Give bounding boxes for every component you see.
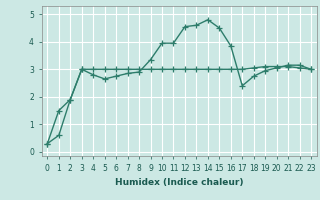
X-axis label: Humidex (Indice chaleur): Humidex (Indice chaleur)	[115, 178, 244, 187]
